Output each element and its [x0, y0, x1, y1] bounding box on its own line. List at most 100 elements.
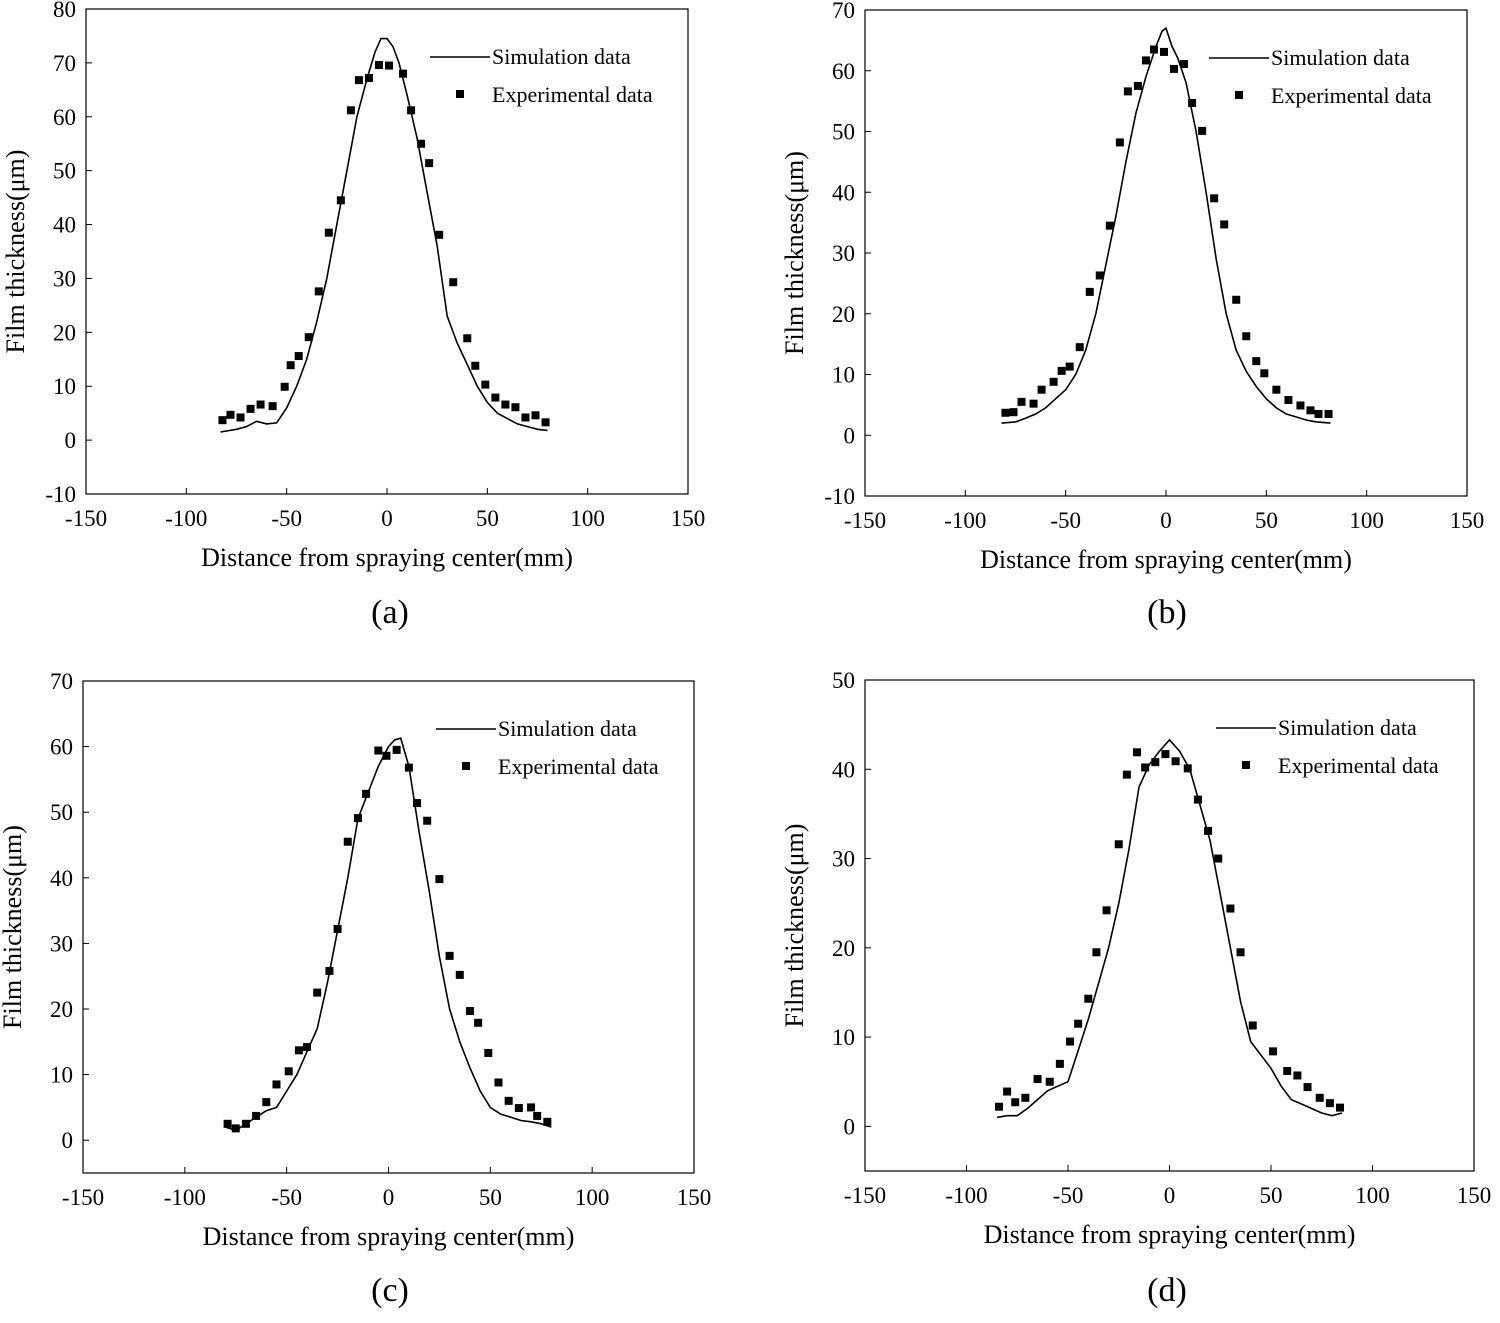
- experimental-point: [1037, 385, 1046, 394]
- y-tick-label: 0: [844, 423, 856, 448]
- legend-label-experimental: Experimental data: [1271, 83, 1432, 108]
- legend-marker-swatch: [1235, 91, 1243, 99]
- experimental-point: [435, 230, 444, 239]
- experimental-point: [1198, 126, 1207, 135]
- y-axis-label: Film thickness(μm): [1, 150, 30, 354]
- experimental-point: [417, 139, 426, 148]
- y-tick-label: 30: [832, 241, 855, 266]
- chart-panel-b: -150 -100 -50 0 50 100 150-10010203040506070Di…: [780, 0, 1484, 631]
- x-tick-label: -100: [164, 1185, 206, 1210]
- experimental-point: [241, 1119, 250, 1128]
- y-tick-label: 70: [832, 0, 855, 23]
- experimental-point: [268, 402, 277, 411]
- x-tick-label: -100: [944, 508, 986, 533]
- x-tick-label: -50: [1053, 1183, 1084, 1208]
- experimental-point: [1095, 271, 1104, 280]
- panel-label: (b): [1147, 594, 1187, 631]
- experimental-point: [262, 1098, 271, 1107]
- legend-label-simulation: Simulation data: [1271, 45, 1410, 70]
- legend-marker-swatch: [462, 762, 470, 770]
- y-tick-label: 30: [50, 931, 73, 956]
- experimental-point: [399, 69, 408, 78]
- experimental-point: [218, 416, 227, 425]
- experimental-point: [1242, 332, 1251, 341]
- experimental-point: [286, 361, 295, 370]
- experimental-point: [1161, 750, 1170, 759]
- experimental-point: [1236, 948, 1245, 957]
- experimental-point: [1283, 1067, 1292, 1076]
- x-tick-label: 50: [1255, 508, 1278, 533]
- y-tick-label: 40: [832, 757, 855, 782]
- x-tick-label: 150: [671, 506, 706, 531]
- experimental-point: [1141, 56, 1150, 65]
- experimental-point: [1193, 795, 1202, 804]
- experimental-point: [471, 361, 480, 370]
- experimental-point: [504, 1096, 513, 1105]
- experimental-point: [521, 413, 530, 422]
- x-tick-label: -100: [945, 1183, 987, 1208]
- experimental-point: [374, 61, 383, 70]
- legend-label-simulation: Simulation data: [492, 44, 631, 69]
- experimental-point: [231, 1124, 240, 1133]
- experimental-point: [1115, 138, 1124, 147]
- chart-panel-c: -150 -100 -50 0 50 100 150 0 10 20 30 40 50 60 70 Dista…: [0, 669, 711, 1309]
- experimental-point: [1045, 1077, 1054, 1086]
- experimental-point: [1314, 409, 1323, 418]
- experimental-point: [1210, 194, 1219, 203]
- experimental-point: [1220, 220, 1229, 229]
- x-tick-label: 100: [570, 506, 605, 531]
- experimental-point: [435, 875, 444, 884]
- experimental-point: [1114, 840, 1123, 849]
- experimental-point: [1055, 1059, 1064, 1068]
- experimental-point: [1272, 385, 1281, 394]
- x-tick-label: -150: [62, 1185, 104, 1210]
- panel-label: (c): [371, 1272, 409, 1309]
- experimental-point: [425, 159, 434, 168]
- experimental-point: [294, 1046, 303, 1055]
- experimental-point: [484, 1048, 493, 1057]
- experimental-point: [1021, 1093, 1030, 1102]
- y-tick-label: 20: [50, 997, 73, 1022]
- simulation-line: [225, 737, 552, 1132]
- experimental-point: [1248, 1021, 1257, 1030]
- x-tick-label: 150: [677, 1185, 712, 1210]
- y-tick-label: 30: [832, 847, 855, 872]
- y-tick-label: 70: [53, 51, 76, 76]
- experimental-point: [1325, 1099, 1334, 1108]
- x-tick-label: -150: [65, 506, 107, 531]
- experimental-point: [1003, 1087, 1012, 1096]
- x-tick-label: 50: [1260, 1183, 1283, 1208]
- x-tick-label: 0: [383, 1185, 395, 1210]
- y-tick-label: 70: [50, 669, 73, 694]
- experimental-point: [1074, 1019, 1083, 1028]
- experimental-point: [354, 76, 363, 85]
- experimental-point: [1252, 357, 1261, 366]
- experimental-point: [533, 1111, 542, 1120]
- experimental-point: [1133, 748, 1142, 757]
- experimental-point: [1180, 60, 1189, 69]
- experimental-point: [1066, 1037, 1075, 1046]
- experimental-point: [1214, 854, 1223, 863]
- experimental-point: [272, 1080, 281, 1089]
- x-tick-label: 150: [1457, 1183, 1492, 1208]
- experimental-point: [511, 403, 520, 412]
- y-tick-label: 10: [50, 1063, 73, 1088]
- experimental-point: [407, 106, 416, 115]
- experimental-point: [325, 966, 334, 975]
- experimental-point: [1149, 45, 1158, 54]
- experimental-point: [449, 278, 458, 287]
- experimental-point: [324, 228, 333, 237]
- experimental-point: [1092, 948, 1101, 957]
- experimental-point: [256, 400, 265, 409]
- y-tick-label: 40: [832, 180, 855, 205]
- experimental-point: [1011, 1098, 1020, 1107]
- experimental-point: [333, 924, 342, 933]
- y-tick-label: 60: [832, 59, 855, 84]
- legend-marker-swatch: [1242, 761, 1250, 769]
- y-tick-label: 50: [53, 159, 76, 184]
- y-tick-label: 50: [832, 668, 855, 693]
- y-axis-label: Film thickness(μm): [780, 824, 809, 1028]
- experimental-point: [465, 1006, 474, 1015]
- legend-label-experimental: Experimental data: [1278, 753, 1439, 778]
